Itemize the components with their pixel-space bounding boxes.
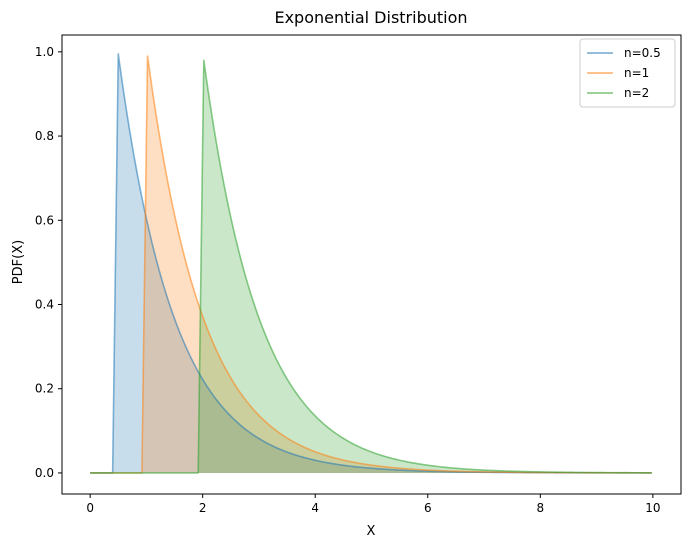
y-tick-label: 0.0 xyxy=(35,466,54,480)
y-tick-label: 1.0 xyxy=(35,45,54,59)
y-tick-label: 0.4 xyxy=(35,298,54,312)
legend-box xyxy=(579,38,676,108)
legend: n=0.5 n=1 n=2 xyxy=(579,38,676,108)
x-tick-label: 2 xyxy=(199,501,207,515)
legend-label: n=2 xyxy=(624,86,649,100)
series-lines xyxy=(90,53,652,474)
x-tick-label: 4 xyxy=(311,501,319,515)
y-tick-label: 0.2 xyxy=(35,382,54,396)
plot-frame xyxy=(61,34,682,495)
y-tick-label: 0.6 xyxy=(35,213,54,227)
y-axis-label: PDF(X) xyxy=(11,240,26,284)
x-tick-label: 10 xyxy=(645,501,660,515)
y-tick-label: 0.8 xyxy=(35,129,54,143)
x-tick-label: 8 xyxy=(536,501,544,515)
x-tick-label: 0 xyxy=(86,501,94,515)
y-axis: 0.0 0.2 0.4 0.6 0.8 1.0 xyxy=(35,45,62,480)
area-fill-1 xyxy=(90,53,653,473)
series-line-3 xyxy=(90,59,652,474)
x-tick-label: 6 xyxy=(424,501,432,515)
x-axis-label: X xyxy=(367,524,376,539)
area-fills xyxy=(90,53,653,473)
x-axis: 0 2 4 6 8 10 xyxy=(86,494,661,515)
chart-title: Exponential Distribution xyxy=(274,8,467,27)
area-fill-3 xyxy=(90,60,653,473)
legend-label: n=0.5 xyxy=(624,46,661,60)
area-fill-2 xyxy=(90,56,653,473)
legend-label: n=1 xyxy=(624,66,649,80)
